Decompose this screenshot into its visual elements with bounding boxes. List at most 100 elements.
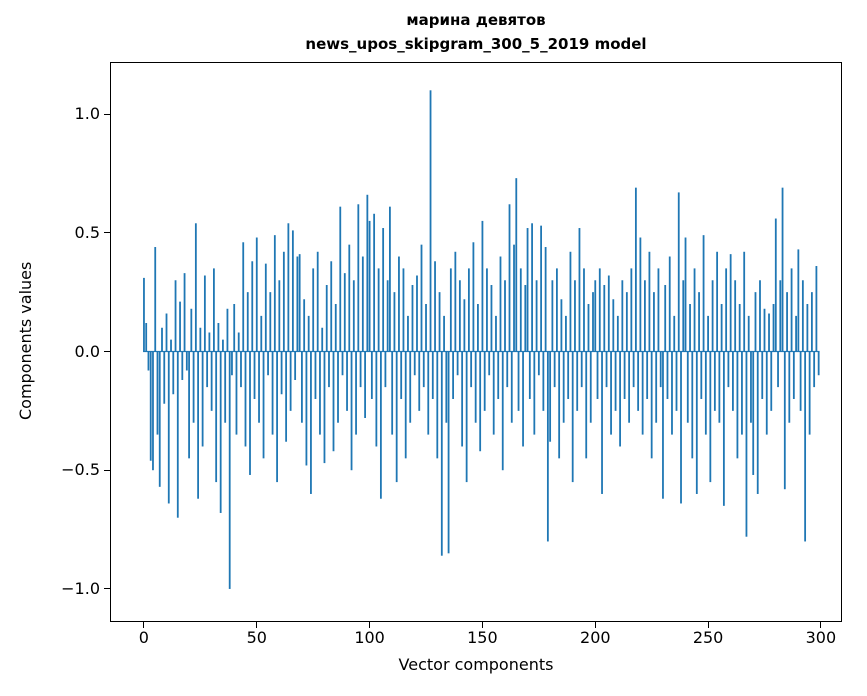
bar <box>384 351 387 388</box>
x-tick-label: 50 <box>246 628 267 647</box>
bar <box>614 351 617 411</box>
bar <box>540 225 542 352</box>
bar <box>404 351 407 459</box>
bar <box>659 351 662 388</box>
bar <box>251 261 254 352</box>
bar <box>623 351 626 399</box>
bar <box>348 244 351 352</box>
bar <box>653 292 655 352</box>
bar <box>418 351 421 411</box>
bar <box>343 273 346 352</box>
bar <box>495 315 497 352</box>
bar <box>287 223 290 352</box>
bar <box>199 327 202 352</box>
bar <box>278 280 281 352</box>
bar <box>339 206 342 352</box>
bar <box>806 304 809 352</box>
bar <box>567 351 570 399</box>
bar <box>474 351 477 423</box>
bar <box>630 268 633 352</box>
bar <box>156 351 159 435</box>
bar <box>407 315 409 352</box>
bar <box>537 351 540 376</box>
bar <box>291 230 294 352</box>
bar <box>553 351 556 388</box>
bar <box>598 268 601 352</box>
bar <box>526 228 529 352</box>
bar <box>422 351 425 388</box>
bar <box>420 244 423 352</box>
bar <box>691 351 694 459</box>
bar <box>188 351 190 459</box>
bar <box>770 351 773 411</box>
bar <box>280 351 283 395</box>
y-tick-label: −1.0 <box>61 578 100 598</box>
bar <box>174 280 177 352</box>
x-tick-mark <box>369 622 371 628</box>
bar <box>373 213 376 352</box>
bar <box>481 220 484 352</box>
bar <box>170 339 172 352</box>
bar <box>273 235 276 352</box>
x-tick-label: 200 <box>580 628 611 647</box>
chart-title-line1: марина девятов <box>406 11 546 29</box>
bar <box>163 351 166 404</box>
bar <box>260 315 263 352</box>
bar <box>386 280 389 352</box>
bar <box>149 351 152 461</box>
bar <box>576 351 579 411</box>
bar <box>560 299 563 352</box>
bar <box>788 351 791 423</box>
bar <box>601 351 603 494</box>
bar <box>772 304 775 352</box>
bar <box>716 251 719 352</box>
bar <box>398 256 400 352</box>
bar <box>619 351 621 447</box>
bar <box>488 351 491 376</box>
bar <box>486 268 488 352</box>
y-tick-label: 0.5 <box>74 222 100 242</box>
bar <box>332 351 335 452</box>
bar <box>711 280 714 352</box>
bar <box>729 254 732 352</box>
bar <box>447 351 450 554</box>
bar <box>680 351 682 504</box>
bar <box>379 351 382 499</box>
bar <box>445 351 448 423</box>
bar <box>756 351 759 494</box>
bar <box>546 351 549 542</box>
bar <box>810 292 813 352</box>
bar <box>361 256 364 352</box>
plot-area <box>110 62 842 622</box>
x-tick-label: 150 <box>467 628 498 647</box>
bar <box>208 332 211 352</box>
bar <box>517 351 520 411</box>
bar <box>662 351 664 499</box>
bar <box>357 204 360 352</box>
bar <box>312 268 315 352</box>
bar <box>145 323 148 352</box>
bar <box>736 351 739 459</box>
bar <box>605 351 608 388</box>
bar <box>750 351 752 423</box>
bar <box>436 351 439 459</box>
bar <box>634 187 637 352</box>
bar <box>271 351 274 435</box>
bar <box>226 308 229 352</box>
bar <box>732 351 734 411</box>
bar <box>709 351 712 483</box>
chart-title-line2: news_upos_skipgram_300_5_2019 model <box>305 35 647 53</box>
bar <box>684 237 687 352</box>
bar <box>454 251 457 352</box>
bar <box>551 280 554 352</box>
bar <box>352 280 355 352</box>
bar <box>569 251 572 352</box>
bar <box>801 280 804 352</box>
bar <box>535 280 538 352</box>
y-tick-mark <box>104 113 110 115</box>
bar <box>219 351 222 513</box>
bar <box>804 351 807 542</box>
bar <box>427 351 430 435</box>
bar <box>391 351 394 435</box>
bar <box>648 251 651 352</box>
